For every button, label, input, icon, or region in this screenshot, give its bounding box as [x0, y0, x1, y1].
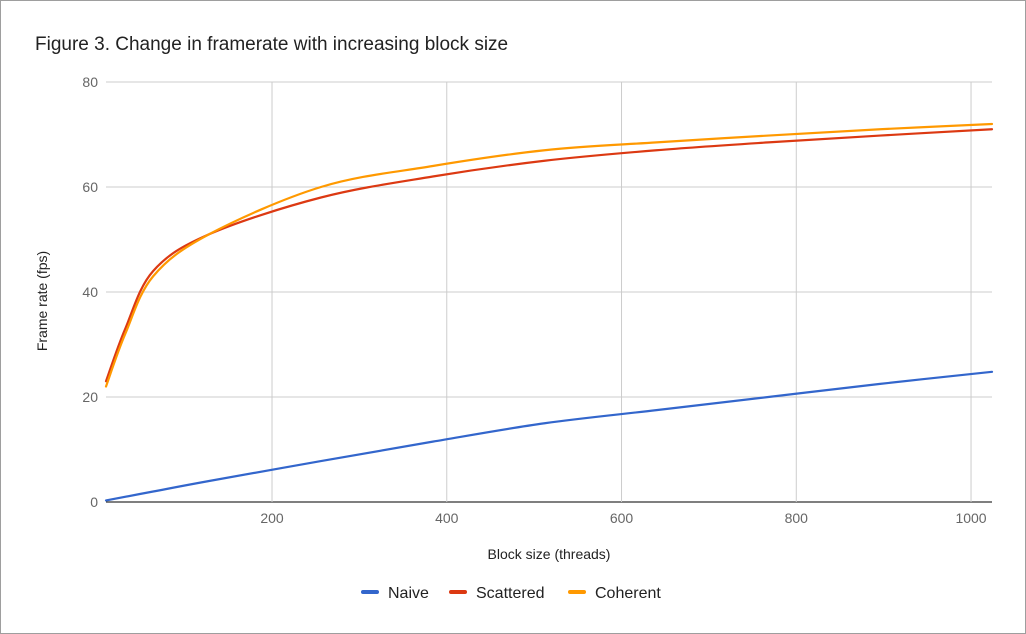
legend-label-naive: Naive — [388, 585, 429, 602]
series-line-scattered — [104, 128, 994, 383]
legend-label-coherent: Coherent — [595, 585, 661, 602]
legend-item-scattered: Scattered — [449, 585, 544, 602]
series-line-naive — [104, 370, 994, 502]
y-tick-label-0: 0 — [90, 494, 98, 510]
y-tick-label-60: 60 — [82, 179, 98, 195]
grid-layer — [106, 81, 992, 503]
x-tick-label-200: 200 — [260, 510, 284, 526]
y-tick-label-20: 20 — [82, 389, 98, 405]
series-layer — [104, 122, 994, 502]
chart-title: Figure 3. Change in framerate with incre… — [35, 34, 508, 55]
legend: Naive Scattered Coherent — [361, 585, 661, 602]
x-tick-label-400: 400 — [435, 510, 459, 526]
y-axis-label: Frame rate (fps) — [34, 251, 50, 351]
tick-layer: 0 20 40 60 80 200 400 600 800 1000 — [82, 74, 986, 526]
x-tick-label-800: 800 — [785, 510, 809, 526]
y-tick-label-80: 80 — [82, 74, 98, 90]
legend-item-coherent: Coherent — [568, 585, 661, 602]
x-axis-label: Block size (threads) — [488, 546, 611, 562]
legend-label-scattered: Scattered — [476, 585, 544, 602]
x-tick-label-600: 600 — [610, 510, 634, 526]
series-line-coherent — [104, 122, 994, 388]
x-tick-label-1000: 1000 — [955, 510, 986, 526]
legend-item-naive: Naive — [361, 585, 429, 602]
y-tick-label-40: 40 — [82, 284, 98, 300]
